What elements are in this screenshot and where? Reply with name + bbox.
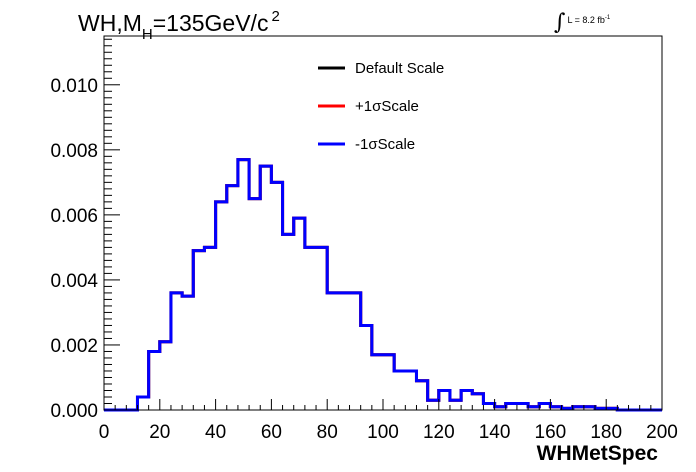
x-axis-label: WHMetSpec <box>537 442 659 465</box>
x-tick-label: 140 <box>479 422 511 443</box>
x-tick-label: 160 <box>535 422 567 443</box>
luminosity-label: ∫ L = 8.2 fb-1 <box>554 10 610 35</box>
x-tick-label: 200 <box>646 422 678 443</box>
y-tick-label: 0.010 <box>50 76 98 97</box>
legend-label-2: -1σScale <box>355 136 415 153</box>
title-value: =135GeV/c <box>152 10 269 36</box>
x-tick-label: 180 <box>590 422 622 443</box>
legend-label-1: +1σScale <box>355 98 419 115</box>
title-superscript: 2 <box>271 8 280 25</box>
y-tick-label: 0.002 <box>50 336 98 357</box>
x-tick-label: 80 <box>317 422 338 443</box>
series-line-2 <box>104 158 662 412</box>
luminosity-unit-exponent: -1 <box>604 15 611 21</box>
luminosity-text: L = 8.2 fb <box>567 15 605 25</box>
integral-icon: ∫ <box>554 10 566 35</box>
series-line-0 <box>104 158 662 412</box>
series-line-1 <box>104 158 662 412</box>
x-tick-label: 40 <box>205 422 226 443</box>
chart-title: WH,MH=135GeV/c 2 <box>78 8 280 43</box>
series-layer <box>104 158 662 412</box>
x-tick-label: 100 <box>367 422 399 443</box>
x-tick-label: 60 <box>261 422 282 443</box>
y-tick-label: 0.006 <box>50 206 98 227</box>
y-tick-label: 0.000 <box>50 401 98 422</box>
x-tick-label: 0 <box>99 422 110 443</box>
legend: Default Scale +1σScale -1σScale <box>318 60 444 153</box>
y-tick-label: 0.008 <box>50 141 98 162</box>
legend-label-0: Default Scale <box>355 60 444 77</box>
x-tick-label: 20 <box>149 422 170 443</box>
title-text: WH,M <box>78 10 142 36</box>
x-tick-label: 120 <box>423 422 455 443</box>
y-tick-label: 0.004 <box>50 271 98 292</box>
axes-layer: 0 20 40 60 80 100 120 140 160 180 200 0.000 0.002 0.0… <box>50 38 678 443</box>
title-subscript: H <box>141 26 153 43</box>
